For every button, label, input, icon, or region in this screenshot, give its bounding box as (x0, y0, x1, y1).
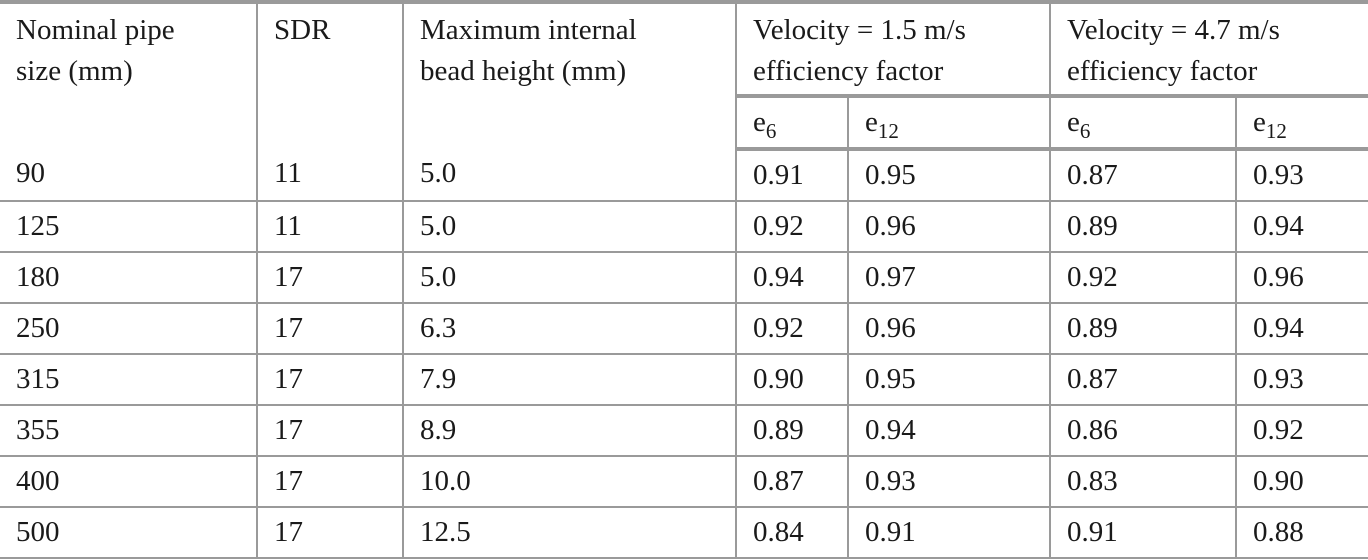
header-sdr: SDR (256, 0, 404, 149)
cell-bead: 5.0 (402, 252, 737, 304)
cell-v47-e12: 0.96 (1235, 252, 1368, 304)
table-row: 125 11 5.0 0.92 0.96 0.89 0.94 (0, 201, 1368, 253)
cell-v15-e6: 0.91 (735, 149, 849, 202)
header-nominal-size: Nominal pipe size (mm) (0, 0, 258, 149)
table-row: 500 17 12.5 0.84 0.91 0.91 0.88 (0, 507, 1368, 559)
header-text: Nominal pipe (16, 14, 175, 46)
cell-v15-e12: 0.96 (847, 201, 1051, 253)
header-row-top: Nominal pipe size (mm) SDR Maximum intern… (0, 0, 1368, 149)
table-row: 355 17 8.9 0.89 0.94 0.86 0.92 (0, 405, 1368, 457)
cell-v15-e12: 0.95 (847, 149, 1051, 202)
sub-index: 12 (877, 119, 899, 143)
cell-v15-e12: 0.97 (847, 252, 1051, 304)
header-row-sub: e6 e12 e6 e12 (0, 96, 1368, 151)
cell-v15-e6: 0.84 (735, 507, 849, 559)
cell-v47-e6: 0.83 (1049, 456, 1237, 508)
cell-v47-e12: 0.94 (1235, 201, 1368, 253)
table-row: 315 17 7.9 0.90 0.95 0.87 0.93 (0, 354, 1368, 406)
cell-size: 400 (0, 456, 258, 508)
cell-v15-e12: 0.96 (847, 303, 1051, 355)
cell-v15-e12: 0.91 (847, 507, 1051, 559)
cell-bead: 6.3 (402, 303, 737, 355)
cell-bead: 8.9 (402, 405, 737, 457)
header-v47-e6: e6 (1049, 96, 1237, 151)
header-group-velocity-4-7: Velocity = 4.7 m/s efficiency factor (1049, 0, 1368, 98)
cell-v47-e12: 0.94 (1235, 303, 1368, 355)
header-group-velocity-1-5: Velocity = 1.5 m/s efficiency factor (735, 0, 1051, 98)
header-text: Maximum internal (420, 14, 637, 46)
cell-v15-e12: 0.93 (847, 456, 1051, 508)
cell-v15-e6: 0.92 (735, 201, 849, 253)
cell-bead: 5.0 (402, 201, 737, 253)
cell-size: 355 (0, 405, 258, 457)
sub-base: e (753, 106, 766, 138)
cell-size: 250 (0, 303, 258, 355)
header-text: SDR (274, 14, 331, 46)
sub-index: 6 (765, 119, 777, 143)
cell-v47-e12: 0.90 (1235, 456, 1368, 508)
cell-v47-e6: 0.89 (1049, 201, 1237, 253)
cell-bead: 10.0 (402, 456, 737, 508)
cell-v47-e6: 0.87 (1049, 354, 1237, 406)
header-text: efficiency factor (1067, 55, 1258, 87)
cell-bead: 7.9 (402, 354, 737, 406)
cell-size: 315 (0, 354, 258, 406)
cell-v47-e12: 0.88 (1235, 507, 1368, 559)
cell-sdr: 17 (256, 303, 404, 355)
header-bead-height: Maximum internal bead height (mm) (402, 0, 737, 149)
header-text: efficiency factor (753, 55, 944, 87)
header-text: Velocity = 4.7 m/s (1067, 14, 1280, 46)
cell-sdr: 17 (256, 405, 404, 457)
sub-index: 12 (1265, 119, 1287, 143)
sub-base: e (1067, 106, 1080, 138)
cell-v15-e6: 0.92 (735, 303, 849, 355)
header-v15-e12: e12 (847, 96, 1051, 151)
cell-v47-e6: 0.87 (1049, 149, 1237, 202)
cell-v47-e6: 0.89 (1049, 303, 1237, 355)
cell-bead: 5.0 (402, 149, 737, 202)
cell-v47-e12: 0.93 (1235, 149, 1368, 202)
cell-size: 125 (0, 201, 258, 253)
cell-sdr: 17 (256, 507, 404, 559)
cell-v15-e6: 0.89 (735, 405, 849, 457)
cell-bead: 12.5 (402, 507, 737, 559)
header-text: size (mm) (16, 55, 133, 87)
cell-sdr: 17 (256, 456, 404, 508)
cell-size: 180 (0, 252, 258, 304)
cell-size: 500 (0, 507, 258, 559)
table-row: 250 17 6.3 0.92 0.96 0.89 0.94 (0, 303, 1368, 355)
header-v15-e6: e6 (736, 96, 849, 151)
header-text: bead height (mm) (420, 55, 627, 87)
cell-v47-e12: 0.92 (1235, 405, 1368, 457)
cell-v47-e12: 0.93 (1235, 354, 1368, 406)
cell-v15-e12: 0.94 (847, 405, 1051, 457)
table-row: 180 17 5.0 0.94 0.97 0.92 0.96 (0, 252, 1368, 304)
cell-v47-e6: 0.86 (1049, 405, 1237, 457)
sub-base: e (865, 106, 878, 138)
cell-v47-e6: 0.91 (1049, 507, 1237, 559)
table-header: Nominal pipe size (mm) SDR Maximum intern… (0, 0, 1368, 151)
table-body: 90 11 5.0 0.91 0.95 0.87 0.93 125 11 5.0… (0, 149, 1368, 559)
cell-v15-e6: 0.94 (735, 252, 849, 304)
cell-v47-e6: 0.92 (1049, 252, 1237, 304)
cell-sdr: 17 (256, 354, 404, 406)
cell-sdr: 11 (256, 149, 404, 202)
cell-sdr: 11 (256, 201, 404, 253)
table-row: 400 17 10.0 0.87 0.93 0.83 0.90 (0, 456, 1368, 508)
table-row: 90 11 5.0 0.91 0.95 0.87 0.93 (0, 149, 1368, 202)
cell-v15-e12: 0.95 (847, 354, 1051, 406)
cell-v15-e6: 0.87 (735, 456, 849, 508)
header-v47-e12: e12 (1235, 96, 1368, 151)
cell-v15-e6: 0.90 (735, 354, 849, 406)
sub-index: 6 (1079, 119, 1091, 143)
sub-base: e (1253, 106, 1266, 138)
cell-sdr: 17 (256, 252, 404, 304)
header-text: Velocity = 1.5 m/s (753, 14, 966, 46)
cell-size: 90 (0, 149, 258, 202)
